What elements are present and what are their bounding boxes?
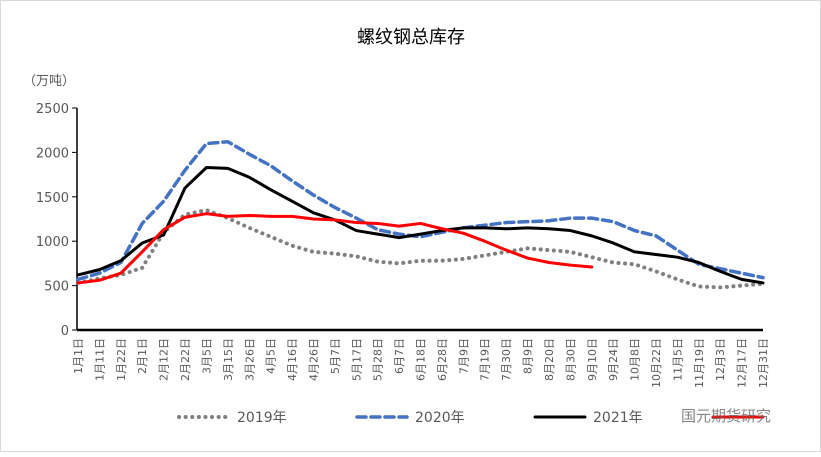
series-line-2019年 (76, 208, 765, 290)
x-tick-label: 2月12日 (158, 338, 171, 381)
x-tick-label: 1月11日 (93, 338, 106, 381)
x-tick-label: 10月22日 (650, 338, 663, 388)
x-tick-label: 9月10日 (586, 338, 599, 381)
x-tick-label: 6月28日 (436, 338, 449, 381)
series-line-series-3 (76, 212, 594, 285)
x-tick-label: 3月26日 (243, 338, 256, 381)
x-tick-label: 8月30日 (564, 338, 577, 381)
x-tick-label: 8月20日 (543, 338, 556, 381)
x-tick-label: 8月9日 (522, 338, 535, 374)
x-tick-label: 12月3日 (714, 338, 727, 381)
legend-label: 2021年 (593, 410, 643, 426)
x-tick-label: 12月17日 (736, 338, 749, 388)
x-tick-label: 3月5日 (200, 338, 213, 374)
chart-title: 螺纹钢总库存 (357, 27, 465, 48)
x-tick-label: 12月31日 (757, 338, 770, 388)
x-tick-label: 6月18日 (415, 338, 428, 381)
y-tick-label: 1000 (36, 235, 69, 250)
legend-label: 2020年 (415, 410, 465, 426)
y-tick-label: 2500 (36, 102, 69, 117)
legend-label: 2019年 (237, 410, 287, 426)
x-tick-label: 4月5日 (265, 338, 278, 374)
x-tick-label: 6月7日 (393, 338, 406, 374)
y-tick-label: 500 (44, 280, 69, 295)
x-tick-label: 7月9日 (457, 338, 470, 374)
y-tick-label: 2000 (36, 146, 69, 161)
x-tick-label: 3月15日 (222, 338, 235, 381)
series-line-2020年 (76, 139, 765, 282)
x-tick-label: 4月26日 (307, 338, 320, 381)
x-tick-label: 5月28日 (372, 338, 385, 381)
x-tick-label: 9月24日 (607, 338, 620, 381)
y-axis-unit: （万吨） (23, 74, 75, 89)
x-tick-label: 4月16日 (286, 338, 299, 381)
x-tick-label: 1月1日 (72, 338, 85, 374)
x-tick-label: 5月7日 (329, 338, 342, 374)
x-tick-label: 11月5日 (671, 338, 684, 381)
watermark: 国元期货研究 (681, 407, 771, 425)
series-line-2021年 (76, 165, 765, 285)
x-tick-label: 7月19日 (479, 338, 492, 381)
x-tick-label: 11月19日 (693, 338, 706, 388)
x-tick-label: 7月30日 (500, 338, 513, 381)
x-tick-label: 2月22日 (179, 338, 192, 381)
x-tick-label: 10月8日 (629, 338, 642, 381)
y-tick-label: 0 (61, 324, 69, 339)
y-tick-label: 1500 (36, 191, 69, 206)
x-tick-label: 2月1日 (136, 338, 149, 374)
x-tick-label: 5月17日 (350, 338, 363, 381)
x-tick-label: 1月22日 (115, 338, 128, 381)
